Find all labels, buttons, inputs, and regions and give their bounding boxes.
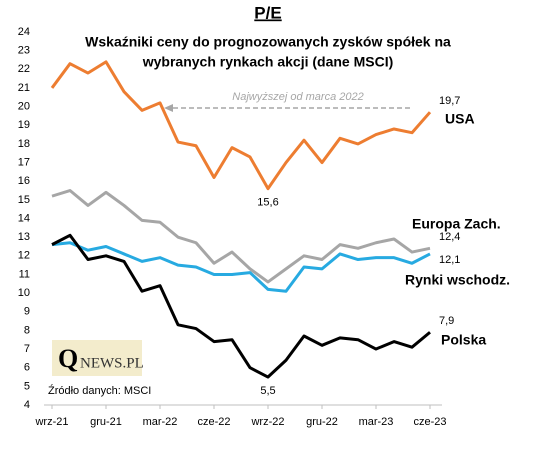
chart-subtitle: Wskaźniki ceny do prognozowanych zysków … — [85, 34, 451, 50]
y-tick-label: 13 — [18, 231, 30, 243]
value-label: 5,5 — [260, 385, 275, 397]
y-tick-label: 14 — [18, 212, 30, 224]
annotation-arrowhead — [164, 104, 173, 112]
y-tick-label: 21 — [18, 82, 30, 94]
logo-box — [52, 340, 142, 376]
series-name: USA — [445, 111, 475, 127]
x-tick-label: mar-22 — [143, 416, 178, 428]
y-tick-label: 7 — [24, 343, 30, 355]
value-label: 7,9 — [439, 315, 454, 327]
y-tick-label: 22 — [18, 63, 30, 75]
value-label: 19,7 — [439, 95, 460, 107]
x-tick-label: wrz-21 — [34, 416, 68, 428]
series-line — [51, 233, 431, 379]
series-name: Polska — [441, 332, 486, 348]
y-tick-label: 20 — [18, 101, 30, 113]
series-name: Europa Zach. — [412, 216, 501, 232]
chart-subtitle: wybranych rynkach akcji (dane MSCI) — [142, 54, 394, 70]
chart-title: P/E — [254, 3, 281, 22]
series-line — [51, 189, 431, 284]
logo-initial: Q — [58, 344, 78, 373]
value-label: 12,1 — [439, 254, 460, 266]
y-tick-label: 4 — [24, 399, 30, 411]
y-tick-label: 12 — [18, 250, 30, 262]
y-tick-label: 23 — [18, 45, 30, 57]
y-tick-label: 10 — [18, 287, 30, 299]
x-tick-label: cze-23 — [413, 416, 446, 428]
y-tick-label: 5 — [24, 380, 30, 392]
y-tick-label: 19 — [18, 119, 30, 131]
y-tick-label: 15 — [18, 194, 30, 206]
source: Źródło danych: MSCI — [48, 384, 151, 397]
y-tick-label: 6 — [24, 362, 30, 374]
series-line — [51, 241, 431, 293]
value-label: 15,6 — [257, 197, 278, 209]
value-label: 12,4 — [439, 231, 460, 243]
y-tick-label: 17 — [18, 156, 30, 168]
series-line — [50, 60, 432, 191]
x-tick-label: gru-22 — [306, 416, 338, 428]
x-tick-label: cze-22 — [197, 416, 230, 428]
annotation: Najwyższej od marca 2022 — [232, 91, 363, 103]
logo-text: NEWS.PL — [80, 355, 144, 371]
y-tick-label: 24 — [18, 26, 30, 38]
y-tick-label: 9 — [24, 306, 30, 318]
y-tick-label: 8 — [24, 324, 30, 336]
y-tick-label: 16 — [18, 175, 30, 187]
x-tick-label: wrz-22 — [250, 416, 284, 428]
x-tick-label: gru-21 — [90, 416, 122, 428]
y-tick-label: 18 — [18, 138, 30, 150]
x-tick-label: mar-23 — [359, 416, 394, 428]
series-name: Rynki wschodz. — [405, 272, 510, 288]
y-tick-label: 11 — [19, 268, 30, 280]
